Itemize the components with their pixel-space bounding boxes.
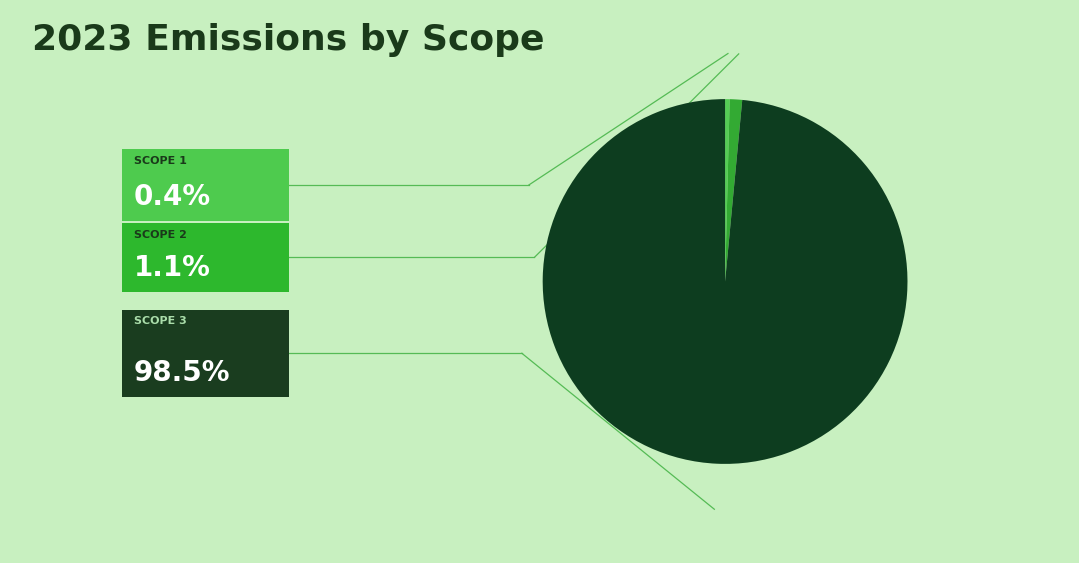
FancyBboxPatch shape [122, 223, 289, 292]
Text: 2023 Emissions by Scope: 2023 Emissions by Scope [32, 23, 545, 56]
Text: SCOPE 2: SCOPE 2 [134, 230, 187, 240]
Text: 1.1%: 1.1% [134, 253, 210, 282]
Text: 98.5%: 98.5% [134, 359, 230, 387]
FancyBboxPatch shape [122, 149, 289, 221]
Wedge shape [725, 99, 742, 282]
Wedge shape [543, 99, 907, 464]
Text: SCOPE 3: SCOPE 3 [134, 316, 187, 327]
FancyBboxPatch shape [122, 310, 289, 397]
Wedge shape [725, 99, 729, 282]
Text: SCOPE 1: SCOPE 1 [134, 156, 187, 166]
Text: 0.4%: 0.4% [134, 182, 210, 211]
